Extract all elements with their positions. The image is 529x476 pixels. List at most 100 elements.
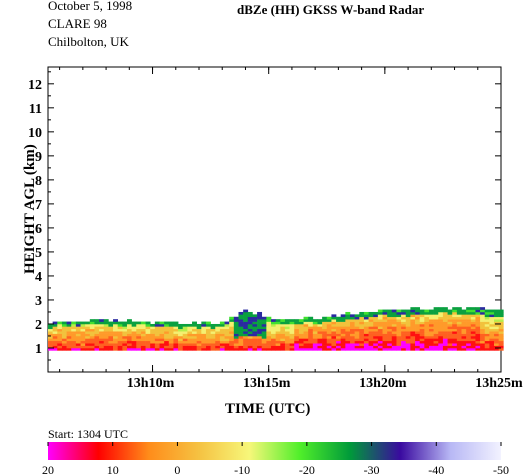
radar-cell: [280, 343, 286, 346]
radar-cell: [71, 343, 77, 346]
radar-cell: [377, 340, 383, 344]
radar-cell: [243, 316, 249, 320]
radar-cell: [117, 338, 123, 342]
radar-cell: [475, 347, 481, 351]
radar-cell: [336, 331, 342, 334]
radar-cell: [387, 333, 393, 337]
radar-cell: [480, 338, 486, 342]
radar-cell: [410, 319, 416, 322]
radar-cell: [475, 316, 481, 320]
radar-cell: [447, 311, 453, 315]
radar-cell: [410, 343, 416, 346]
radar-cell: [192, 326, 197, 330]
radar-cell: [89, 340, 95, 344]
radar-cell: [475, 345, 481, 349]
radar-cell: [173, 343, 179, 346]
radar-cell: [187, 335, 193, 339]
radar-cell: [312, 328, 318, 332]
radar-cell: [373, 316, 379, 320]
radar-cell: [66, 328, 72, 332]
radar-cell: [140, 333, 146, 337]
radar-cell: [415, 347, 420, 351]
radar-cell: [405, 340, 411, 344]
radar-cell: [466, 340, 472, 344]
radar-cell: [145, 321, 151, 325]
radar-cell: [140, 335, 146, 339]
y-tick-label: 7: [35, 198, 42, 213]
radar-cell: [271, 335, 276, 339]
radar-cell: [252, 323, 258, 327]
radar-cell: [438, 323, 444, 327]
radar-cell: [466, 314, 472, 318]
radar-cell: [280, 328, 286, 332]
radar-cell: [159, 343, 165, 346]
radar-cell: [196, 335, 202, 339]
radar-cell: [89, 345, 95, 349]
radar-cell: [424, 347, 430, 351]
radar-cell: [117, 321, 123, 325]
radar-cell: [410, 326, 416, 330]
radar-cell: [470, 323, 476, 327]
radar-cell: [280, 338, 286, 342]
radar-cell: [340, 345, 346, 349]
radar-cell: [224, 331, 230, 334]
radar-cell: [271, 338, 276, 342]
radar-cell: [131, 338, 137, 342]
radar-cell: [233, 345, 239, 349]
radar-cell: [326, 321, 332, 325]
radar-cell: [159, 323, 165, 327]
radar-cell: [326, 328, 332, 332]
radar-cell: [89, 333, 95, 337]
radar-cell: [480, 314, 486, 318]
radar-cell: [75, 328, 81, 332]
radar-cell: [424, 323, 430, 327]
radar-cell: [359, 326, 365, 330]
radar-cell: [424, 340, 430, 344]
radar-cell: [340, 314, 346, 318]
radar-cell: [489, 314, 495, 318]
radar-cell: [308, 323, 314, 327]
radar-cell: [359, 323, 365, 327]
radar-cell: [433, 328, 439, 332]
radar-cell: [168, 328, 174, 332]
radar-cell: [252, 316, 258, 320]
radar-cell: [243, 343, 249, 346]
radar-cell: [298, 333, 304, 337]
radar-cell: [187, 323, 193, 327]
radar-cell: [489, 347, 495, 351]
radar-cell: [498, 340, 504, 344]
radar-cell: [257, 311, 263, 315]
radar-cell: [136, 340, 142, 344]
radar-cell: [266, 323, 272, 327]
radar-cell: [461, 323, 467, 327]
radar-cell: [136, 321, 142, 325]
radar-cell: [178, 347, 184, 351]
radar-cell: [336, 328, 342, 332]
radar-cell: [401, 321, 407, 325]
radar-cell: [489, 311, 495, 315]
radar-cell: [489, 319, 495, 322]
radar-cell: [377, 321, 383, 325]
radar-cell: [210, 345, 216, 349]
radar-cell: [428, 347, 434, 351]
radar-cell: [205, 335, 211, 339]
radar-cell: [280, 323, 286, 327]
radar-cell: [345, 340, 351, 344]
radar-cell: [238, 333, 244, 337]
radar-cell: [71, 328, 77, 332]
radar-cell: [466, 328, 472, 332]
radar-cell: [377, 345, 383, 349]
radar-cell: [484, 326, 490, 330]
site-label: Chilbolton, UK: [48, 34, 129, 49]
radar-cell: [433, 314, 439, 318]
radar-cell: [229, 319, 235, 322]
radar-cell: [401, 340, 407, 344]
radar-cell: [247, 347, 253, 351]
radar-cell: [345, 328, 351, 332]
radar-cell: [159, 333, 165, 337]
radar-cell: [447, 316, 453, 320]
radar-cell: [122, 328, 128, 332]
radar-cell: [433, 319, 439, 322]
radar-cell: [447, 323, 453, 327]
